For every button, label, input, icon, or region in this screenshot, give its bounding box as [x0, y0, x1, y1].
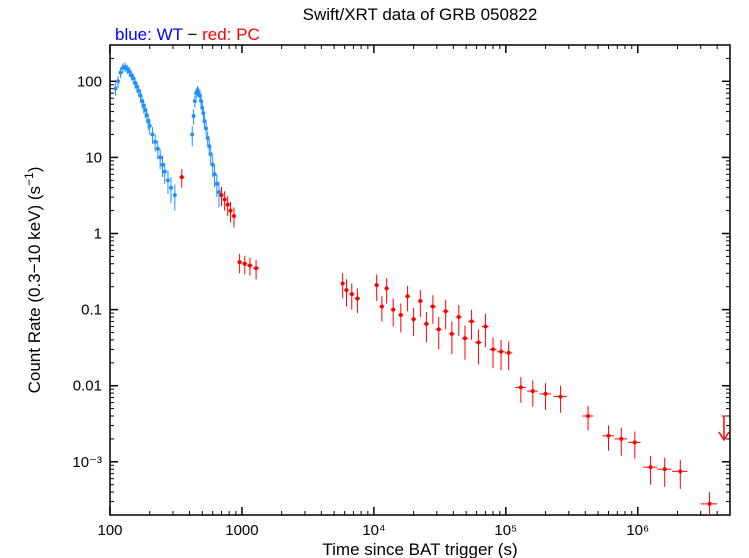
- data-point: [350, 292, 354, 296]
- data-point: [519, 385, 523, 389]
- data-point: [180, 175, 184, 179]
- data-point: [544, 392, 548, 396]
- data-point: [169, 186, 173, 190]
- data-point: [341, 282, 345, 286]
- data-point: [463, 336, 467, 340]
- data-point: [678, 469, 682, 473]
- data-point: [118, 71, 122, 75]
- chart-svg: 100 1000 10⁴ 10⁵ 10⁶ 10⁻³ 0.01 0.1 1 10 100 Time si…: [0, 0, 749, 558]
- data-point: [391, 308, 395, 312]
- data-point: [190, 133, 194, 137]
- data-point: [431, 304, 435, 308]
- x-tick-label: 1000: [225, 522, 258, 539]
- chart-title: Swift/XRT data of GRB 050822: [303, 5, 538, 24]
- data-point: [215, 182, 219, 186]
- data-point: [380, 304, 384, 308]
- data-point: [444, 309, 448, 313]
- data-point: [158, 155, 162, 159]
- data-point: [355, 296, 359, 300]
- data-point: [153, 140, 157, 144]
- data-point: [499, 350, 503, 354]
- data-point: [220, 193, 224, 197]
- data-point: [226, 203, 230, 207]
- data-point: [166, 178, 170, 182]
- data-point: [708, 502, 712, 506]
- data-point: [223, 197, 227, 201]
- data-point: [437, 327, 441, 331]
- data-point: [161, 163, 165, 167]
- data-point: [470, 319, 474, 323]
- data-point: [151, 133, 155, 137]
- y-tick-label: 10: [85, 149, 102, 166]
- data-point: [213, 172, 217, 176]
- data-point: [163, 170, 167, 174]
- data-point: [663, 467, 667, 471]
- x-tick-label: 100: [97, 522, 122, 539]
- data-point: [148, 124, 152, 128]
- data-point: [412, 317, 416, 321]
- data-point: [649, 465, 653, 469]
- data-point: [476, 340, 480, 344]
- data-point: [399, 313, 403, 317]
- data-point: [156, 147, 160, 151]
- data-point: [192, 114, 196, 118]
- data-point: [229, 209, 233, 213]
- x-tick-label: 10⁴: [362, 522, 385, 539]
- data-point: [127, 69, 131, 73]
- data-point: [201, 111, 205, 115]
- series-WT: [113, 62, 221, 210]
- data-point: [248, 263, 252, 267]
- data-point: [457, 315, 461, 319]
- data-point: [344, 288, 348, 292]
- y-axis-title: Count Rate (0.3−10 keV) (s−1): [22, 167, 44, 394]
- data-point: [116, 79, 120, 83]
- data-point: [531, 389, 535, 393]
- data-point: [619, 437, 623, 441]
- data-point: [173, 193, 177, 197]
- data-point: [491, 347, 495, 351]
- data-point: [483, 324, 487, 328]
- y-tick-label: 0.1: [81, 302, 102, 319]
- data-point: [406, 294, 410, 298]
- data-point: [193, 99, 197, 103]
- data-point: [607, 434, 611, 438]
- data-point: [113, 87, 117, 91]
- data-point: [375, 283, 379, 287]
- data-point: [559, 395, 563, 399]
- data-point: [204, 126, 208, 130]
- x-tick-label: 10⁵: [494, 522, 517, 539]
- y-tick-label: 10⁻³: [72, 454, 102, 471]
- x-axis-title: Time since BAT trigger (s): [322, 540, 517, 558]
- chart-container: 100 1000 10⁴ 10⁵ 10⁶ 10⁻³ 0.01 0.1 1 10 100 Time si…: [0, 0, 749, 558]
- data-point: [238, 260, 242, 264]
- chart-subtitle: blue: WT − red: PC: [115, 25, 260, 44]
- data-point: [209, 152, 213, 156]
- data-point: [586, 414, 590, 418]
- x-tick-label: 10⁶: [626, 522, 649, 539]
- y-tick-label: 0.01: [73, 378, 102, 395]
- data-point: [450, 332, 454, 336]
- data-point: [243, 262, 247, 266]
- y-tick-label: 100: [77, 73, 102, 90]
- data-point: [254, 266, 258, 270]
- y-tick-label: 1: [94, 226, 102, 243]
- data-point: [418, 299, 422, 303]
- data-point: [232, 214, 236, 218]
- data-point: [633, 440, 637, 444]
- series-PC: [179, 169, 729, 515]
- data-point: [424, 322, 428, 326]
- data-point: [507, 351, 511, 355]
- data-point: [385, 286, 389, 290]
